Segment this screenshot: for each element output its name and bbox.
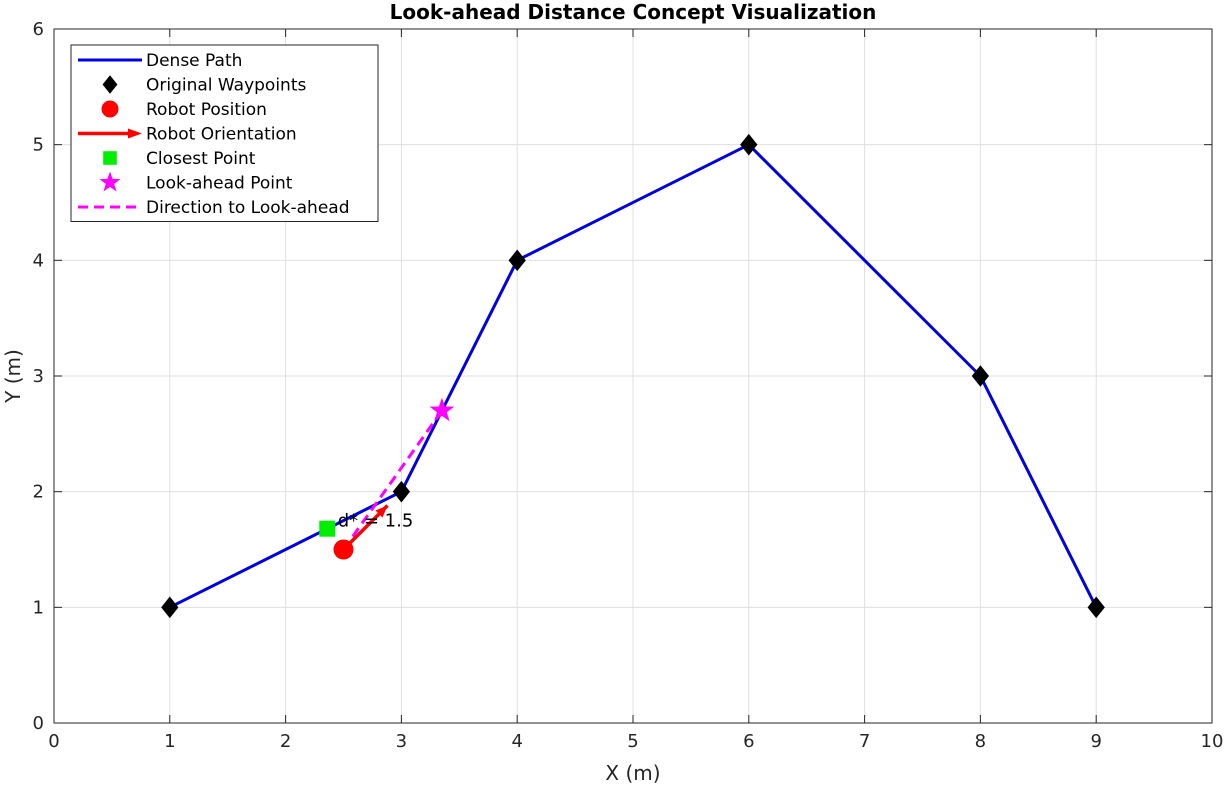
- legend-swatch-marker: [99, 171, 121, 192]
- y-tick-label: 6: [33, 19, 44, 40]
- y-tick-label: 5: [33, 135, 44, 156]
- legend-entry-look-ahead-point: Look-ahead Point: [99, 171, 293, 194]
- x-axis-label: X (m): [605, 761, 660, 785]
- x-tick-label: 2: [280, 731, 291, 752]
- legend-swatch-arrow-head: [128, 128, 142, 139]
- x-tick-label: 6: [743, 731, 754, 752]
- legend-label: Direction to Look-ahead: [146, 198, 350, 218]
- series-closest-point: [319, 520, 336, 537]
- annotations: d* = 1.5: [338, 511, 414, 532]
- legend-entry-dense-path: Dense Path: [78, 51, 242, 71]
- legend-label: Dense Path: [146, 51, 242, 71]
- series-look-ahead-point: [429, 397, 455, 422]
- look-ahead-direction-line: [342, 409, 444, 551]
- series-layer: [161, 133, 1105, 619]
- legend-entry-closest-point: Closest Point: [103, 149, 256, 169]
- chart-title: Look-ahead Distance Concept Visualizatio…: [390, 0, 877, 24]
- legend-label: Closest Point: [146, 149, 256, 169]
- x-tick-label: 7: [859, 731, 870, 752]
- legend-entry-robot-position: Robot Position: [101, 100, 267, 120]
- closest-point-point: [319, 520, 336, 537]
- y-axis-label: Y (m): [1, 349, 25, 404]
- original-waypoints-point: [971, 365, 990, 387]
- original-waypoints-point: [161, 596, 179, 619]
- x-tick-label: 10: [1201, 731, 1224, 752]
- legend-swatch-marker: [103, 151, 117, 165]
- axis-ticks: 0 1 2 3 4 5 6 7 8 9 10 0 1 2 3 4 5 6: [33, 19, 1224, 752]
- series-robot-position: [333, 539, 354, 560]
- x-tick-label: 8: [975, 731, 986, 752]
- series-direction-to-look-ahead: [342, 409, 444, 551]
- x-tick-label: 9: [1090, 731, 1101, 752]
- legend-entry-original-waypoints: Original Waypoints: [102, 75, 306, 96]
- annotation-label: d* = 1.5: [338, 511, 414, 532]
- original-waypoints-point: [508, 249, 526, 272]
- y-tick-label: 2: [33, 482, 44, 503]
- robot-position-point: [333, 539, 354, 560]
- legend-label: Look-ahead Point: [146, 174, 293, 194]
- legend-label: Original Waypoints: [146, 76, 306, 96]
- series-robot-orientation: [342, 504, 389, 551]
- legend-label: Robot Position: [146, 100, 267, 120]
- x-tick-label: 1: [164, 731, 175, 752]
- legend-entry-direction-to-look-ahead: Direction to Look-ahead: [78, 198, 350, 218]
- y-tick-label: 4: [33, 250, 44, 271]
- legend-entry-robot-orientation: Robot Orientation: [78, 125, 297, 145]
- original-waypoints-point: [1087, 596, 1105, 619]
- x-tick-label: 0: [48, 731, 59, 752]
- y-tick-label: 1: [33, 597, 44, 618]
- legend-swatch-marker: [102, 75, 118, 94]
- y-tick-label: 3: [33, 366, 44, 387]
- series-dense-path: [169, 143, 1098, 609]
- look-ahead-point-point: [429, 397, 455, 422]
- legend: Dense Path Original Waypoints Robot Positi…: [70, 44, 379, 222]
- x-tick-label: 4: [511, 731, 522, 752]
- y-tick-label: 0: [33, 713, 44, 734]
- orientation-arrow-head: [375, 505, 388, 518]
- dense-path-line: [169, 143, 1098, 609]
- legend-swatch-marker: [101, 100, 119, 118]
- original-waypoints-point: [392, 480, 411, 503]
- series-original-waypoints: [161, 133, 1105, 619]
- original-waypoints-point: [740, 133, 758, 156]
- x-tick-label: 3: [396, 731, 407, 752]
- legend-label: Robot Orientation: [146, 125, 297, 145]
- x-tick-label: 5: [627, 731, 638, 752]
